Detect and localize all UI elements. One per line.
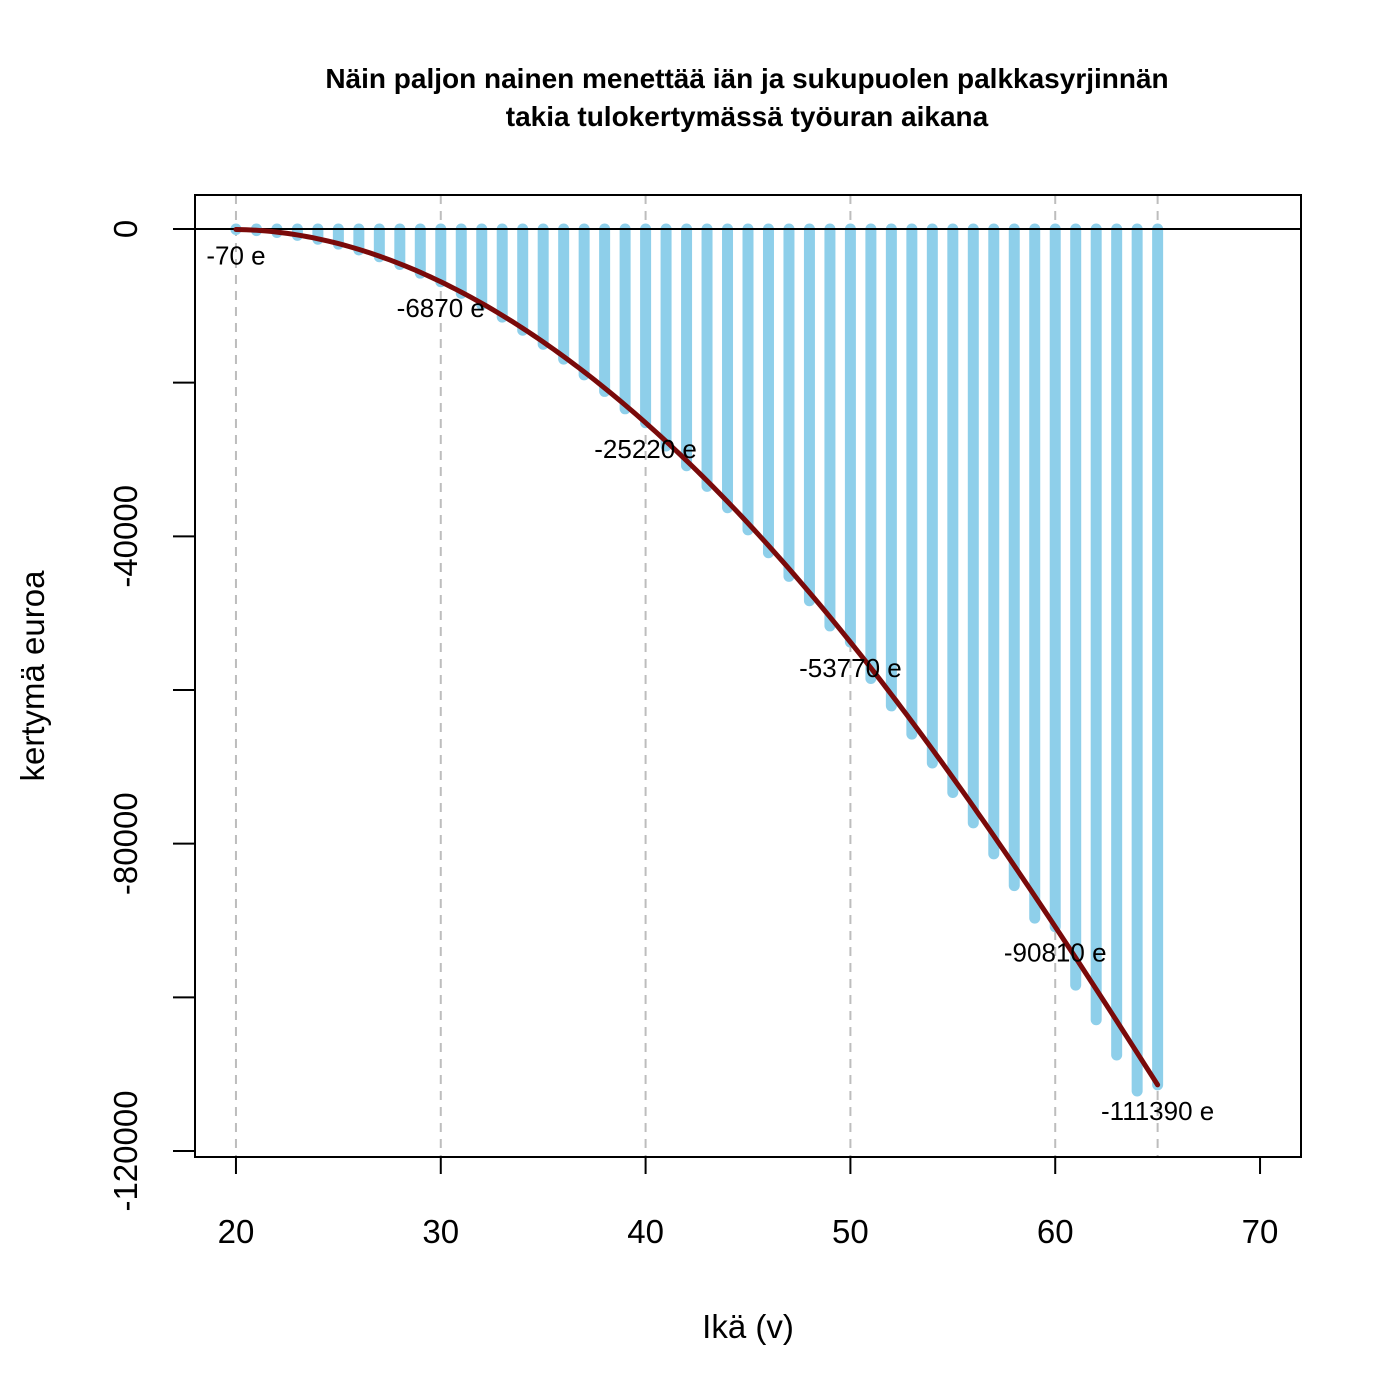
x-tick-label-60: 60 — [1037, 1213, 1074, 1250]
data-label-age-20: -70 e — [206, 241, 265, 271]
bars — [230, 223, 1164, 1097]
data-label-age-30: -6870 e — [397, 293, 485, 323]
x-axis: 20 30 40 50 60 70 — [218, 1156, 1279, 1250]
chart-title-line-2: takia tulokertymässä työuran aikana — [506, 101, 989, 132]
x-tick-label-50: 50 — [832, 1213, 869, 1250]
x-axis-title: Ikä (v) — [702, 1308, 794, 1345]
y-axis-title: kertymä euroa — [14, 570, 51, 782]
cumulative-loss-curve — [233, 227, 1161, 1088]
y-tick-label--40000: -40000 — [107, 485, 144, 588]
data-label-age-50: -53770 e — [799, 653, 902, 683]
y-tick-label--80000: -80000 — [107, 792, 144, 895]
data-label-age-65: -111390 e — [1101, 1096, 1214, 1126]
x-tick-label-70: 70 — [1242, 1213, 1279, 1250]
y-axis: 0 -40000 -80000 -120000 — [107, 220, 196, 1212]
data-label-age-40: -25220 e — [594, 434, 697, 464]
y-tick-label--120000: -120000 — [107, 1090, 144, 1211]
y-tick-label-0: 0 — [107, 220, 144, 238]
x-tick-label-20: 20 — [218, 1213, 255, 1250]
data-label-age-60: -90810 e — [1004, 938, 1107, 968]
chart-title-line-1: Näin paljon nainen menettää iän ja sukup… — [325, 63, 1168, 94]
x-tick-label-40: 40 — [627, 1213, 664, 1250]
data-labels: -70 e -6870 e -25220 e -53770 e -90810 e -111… — [206, 241, 1214, 1126]
x-tick-label-30: 30 — [422, 1213, 459, 1250]
